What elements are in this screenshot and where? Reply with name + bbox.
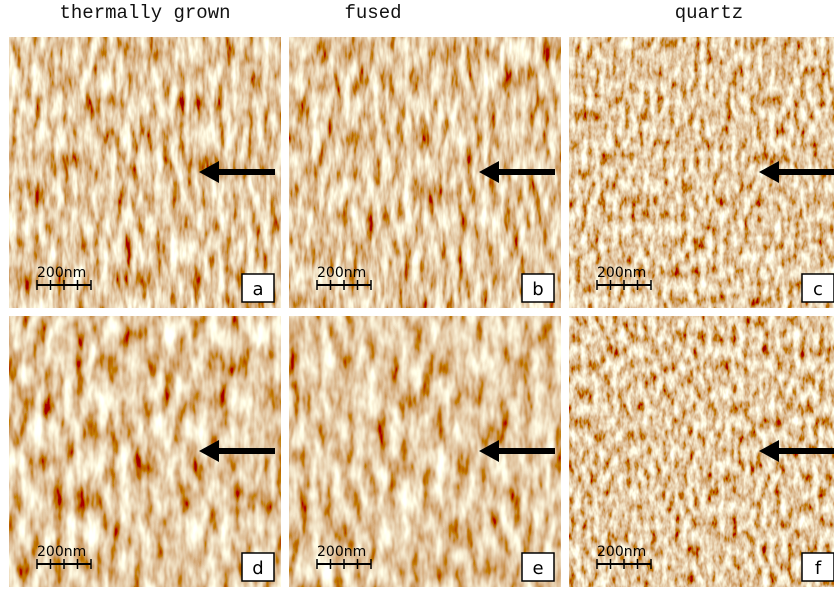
panel-label: c xyxy=(813,279,823,300)
column-header: quartz xyxy=(569,2,834,24)
afm-panel: 200nm d xyxy=(9,316,281,587)
scale-label: 200nm xyxy=(597,544,646,560)
afm-panel: 200nm f xyxy=(569,316,834,587)
panel-label: d xyxy=(252,558,263,579)
scale-label: 200nm xyxy=(37,265,86,281)
panel-label: f xyxy=(815,558,822,579)
panel-label: e xyxy=(532,558,543,579)
figure: thermally grownfusedquartz 200nma 200nmb… xyxy=(0,0,834,590)
panel-label: a xyxy=(252,279,263,300)
scale-label: 200nm xyxy=(597,265,646,281)
afm-panel: 200nm a xyxy=(9,37,281,308)
panel-label: b xyxy=(532,279,543,300)
column-header: fused xyxy=(233,2,513,24)
afm-panel: 200nm e xyxy=(289,316,561,587)
afm-panel: 200nm c xyxy=(569,37,834,308)
scale-label: 200nm xyxy=(37,544,86,560)
scale-label: 200nm xyxy=(317,544,366,560)
scale-label: 200nm xyxy=(317,265,366,281)
afm-panel: 200nm b xyxy=(289,37,561,308)
